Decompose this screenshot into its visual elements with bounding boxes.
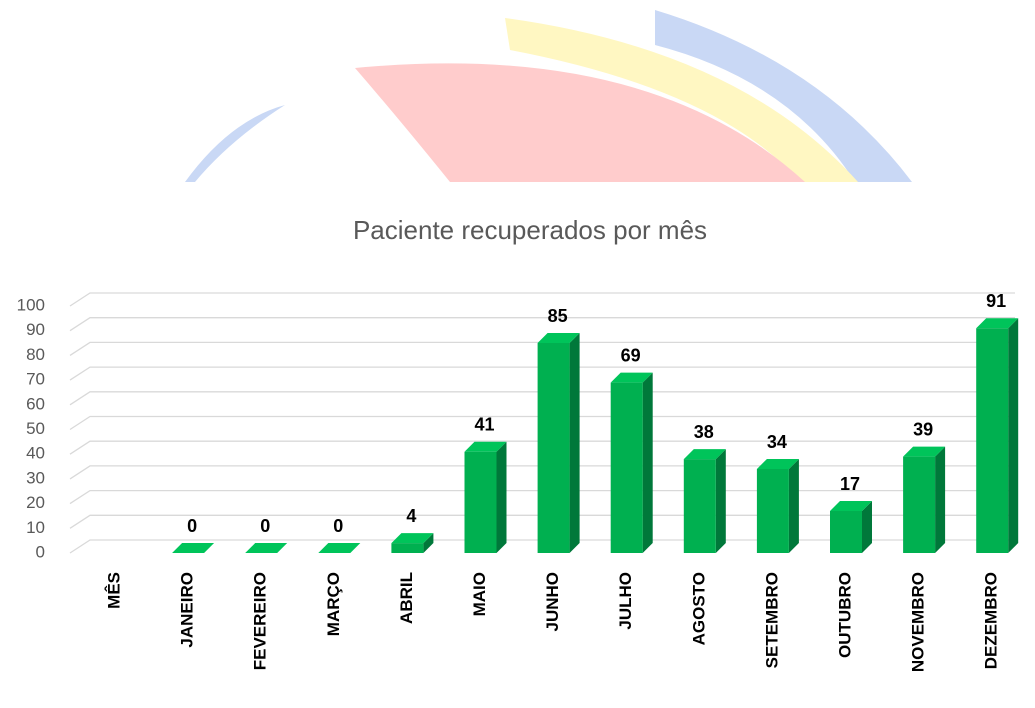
bar [976, 318, 1018, 553]
y-tick-label: 90 [26, 320, 45, 339]
data-label: 91 [986, 291, 1006, 311]
bar-face [318, 543, 360, 553]
bar-face [757, 469, 789, 553]
bar-face [935, 447, 945, 553]
x-tick-label: NOVEMBRO [909, 572, 928, 672]
data-label: 34 [767, 432, 787, 452]
logo [185, 10, 912, 182]
bar-face [643, 373, 653, 553]
chart: Paciente recuperados por mês 01020304050… [0, 0, 1035, 708]
x-tick-label: JULHO [616, 572, 635, 630]
bar [318, 543, 360, 553]
y-tick-label: 50 [26, 419, 45, 438]
x-tick-label: DEZEMBRO [982, 572, 1001, 669]
y-tick-label: 70 [26, 370, 45, 389]
x-tick-label: SETEMBRO [762, 572, 781, 668]
x-tick-label: MÊS [104, 572, 123, 609]
bar-face [391, 543, 423, 553]
y-tick-label: 60 [26, 394, 45, 413]
y-tick-label: 100 [17, 295, 45, 314]
chart-title: Paciente recuperados por mês [353, 215, 707, 245]
data-label: 0 [260, 516, 270, 536]
bar-face [538, 343, 570, 553]
bar [245, 543, 287, 553]
bar-face [611, 383, 643, 553]
bar-face [497, 442, 507, 553]
data-label: 0 [333, 516, 343, 536]
data-label: 41 [474, 414, 494, 434]
data-label: 38 [694, 422, 714, 442]
y-tick-label: 40 [26, 444, 45, 463]
x-tick-label: AGOSTO [689, 572, 708, 645]
data-label: 69 [621, 345, 641, 365]
x-tick-label: JANEIRO [178, 572, 197, 648]
bar-face [903, 457, 935, 553]
bar-face [1008, 318, 1018, 553]
bar [757, 459, 799, 553]
bar-face [172, 543, 214, 553]
bar [465, 442, 507, 553]
bar-face [789, 459, 799, 553]
y-tick-label: 20 [26, 493, 45, 512]
bar-face [684, 459, 716, 553]
grid-line [70, 293, 1015, 306]
y-tick-label: 80 [26, 345, 45, 364]
bar [538, 333, 580, 553]
x-tick-label: ABRIL [397, 572, 416, 624]
x-tick-label: JUNHO [543, 572, 562, 632]
x-tick-label: MAIO [470, 572, 489, 616]
bar-face [570, 333, 580, 553]
data-label: 0 [187, 516, 197, 536]
x-tick-label: MARÇO [324, 572, 343, 636]
data-label: 4 [406, 506, 416, 526]
data-label: 17 [840, 474, 860, 494]
bar-face [830, 511, 862, 553]
data-label: 85 [548, 306, 568, 326]
bar [830, 501, 872, 553]
y-tick-label: 10 [26, 518, 45, 537]
bar-face [245, 543, 287, 553]
bar-face [465, 452, 497, 553]
x-tick-label: OUTUBRO [835, 572, 854, 658]
x-tick-label: FEVEREIRO [251, 572, 270, 670]
y-tick-label: 30 [26, 468, 45, 487]
grid-line [70, 318, 1015, 331]
bar [684, 449, 726, 553]
bar [172, 543, 214, 553]
data-label: 39 [913, 419, 933, 439]
bar-face [976, 328, 1008, 553]
bar-face [716, 449, 726, 553]
bar [391, 533, 433, 553]
bar [611, 373, 653, 553]
y-tick-label: 0 [36, 542, 45, 561]
bar [903, 447, 945, 553]
